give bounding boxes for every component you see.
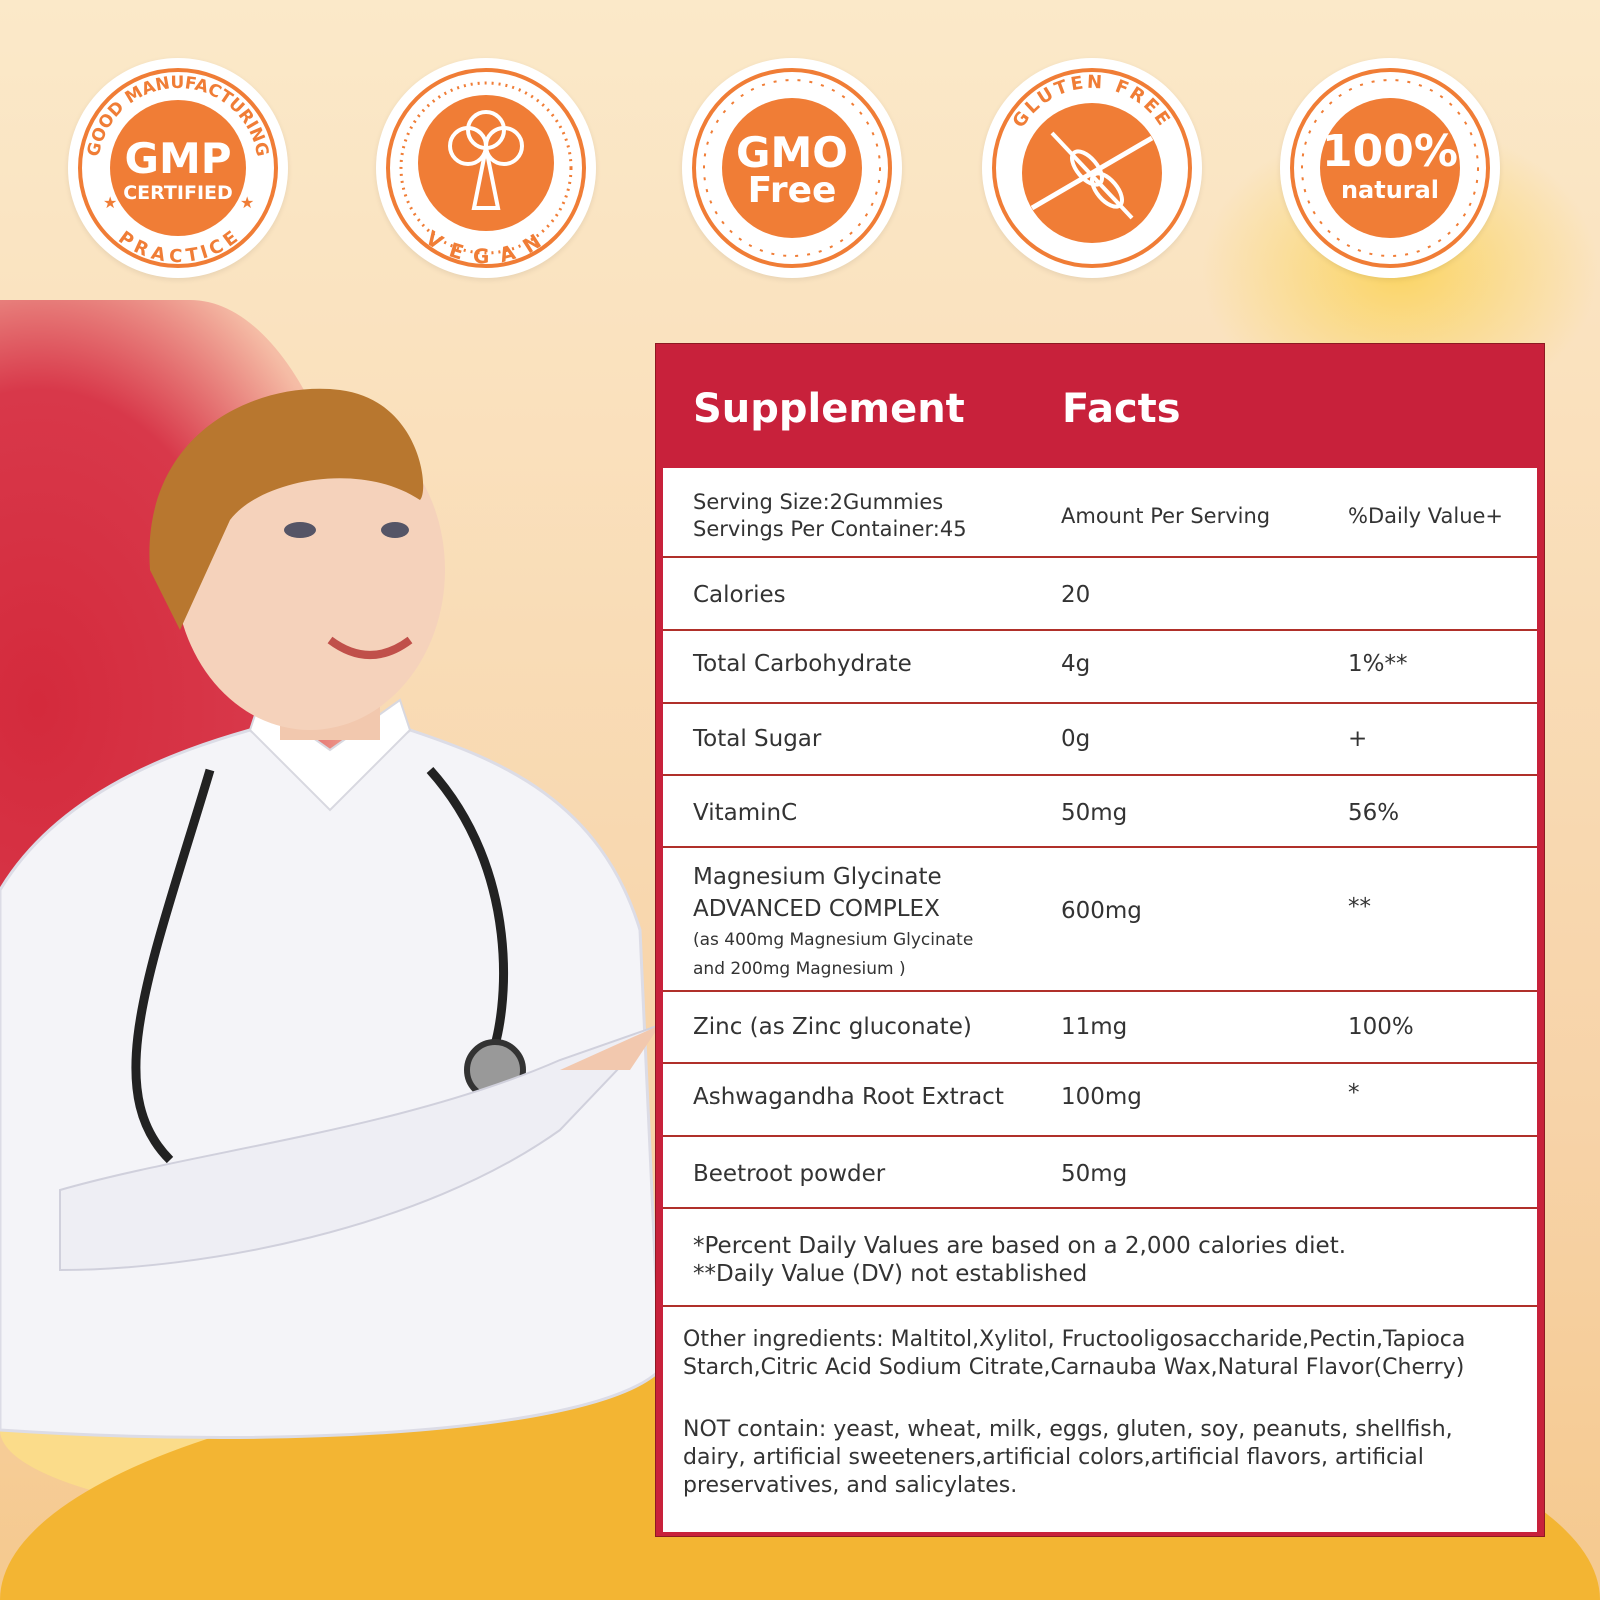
natural-sub: natural xyxy=(1340,176,1440,204)
serving-size: Serving Size:2Gummies xyxy=(693,490,944,514)
gmp-sub: CERTIFIED xyxy=(123,182,233,204)
crossed-wheat-icon xyxy=(1030,131,1154,220)
star-icon: ★ xyxy=(240,193,254,212)
table-row: Total Carbohydrate 4g 1%** xyxy=(663,631,1537,704)
table-row: VitaminC 50mg 56% xyxy=(663,776,1537,848)
broccoli-icon xyxy=(448,110,524,210)
servings-per-container: Servings Per Container:45 xyxy=(693,517,967,541)
facts-table: Serving Size:2Gummies Servings Per Conta… xyxy=(663,468,1537,1532)
row-dv: * xyxy=(1348,1080,1360,1106)
row-detail: and 200mg Magnesium ) xyxy=(693,959,906,979)
footnote-dv: *Percent Daily Values are based on a 2,0… xyxy=(693,1233,1347,1259)
svg-text:VEGAN: VEGAN xyxy=(421,226,550,269)
row-name: Total Carbohydrate xyxy=(693,651,912,677)
star-icon: ★ xyxy=(103,193,117,212)
row-name: Ashwagandha Root Extract xyxy=(693,1084,1004,1110)
natural-main: 100% xyxy=(1322,126,1458,177)
row-dv: + xyxy=(1348,726,1368,752)
row-amount: 0g xyxy=(1061,726,1091,752)
not-contain: NOT contain: yeast, wheat, milk, eggs, g… xyxy=(683,1417,1453,1498)
row-dv: 100% xyxy=(1348,1014,1414,1040)
row-amount: 100mg xyxy=(1061,1084,1142,1110)
amount-header: Amount Per Serving xyxy=(1061,504,1271,528)
serving-header-row: Serving Size:2Gummies Servings Per Conta… xyxy=(663,468,1537,558)
row-name-2: ADVANCED COMPLEX xyxy=(693,896,940,922)
footnote-not-established: **Daily Value (DV) not established xyxy=(693,1261,1088,1287)
facts-title-left: Supplement xyxy=(693,386,965,432)
row-amount: 11mg xyxy=(1061,1014,1128,1040)
gluten-free-badge: GLUTEN FREE xyxy=(982,58,1202,278)
row-dv: ** xyxy=(1348,894,1371,920)
table-row: Beetroot powder 50mg xyxy=(663,1137,1537,1209)
doctor-illustration xyxy=(0,388,662,1439)
table-row: Ashwagandha Root Extract 100mg * xyxy=(663,1064,1537,1137)
footnote-row: *Percent Daily Values are based on a 2,0… xyxy=(663,1209,1537,1307)
table-row: Total Sugar 0g + xyxy=(663,704,1537,776)
row-name: VitaminC xyxy=(693,800,798,826)
row-name: Zinc (as Zinc gluconate) xyxy=(693,1014,972,1040)
row-name: Beetroot powder xyxy=(693,1161,886,1187)
facts-title-right: Facts xyxy=(1062,386,1181,432)
supplement-facts-panel: Supplement Facts Serving Size:2Gummies S… xyxy=(655,343,1545,1537)
vegan-arc: VEGAN xyxy=(421,226,544,269)
table-row: Zinc (as Zinc gluconate) 11mg 100% xyxy=(663,992,1537,1064)
natural-badge: 100% natural xyxy=(1280,58,1500,278)
table-row: Calories 20 xyxy=(663,558,1537,631)
other-ingredients: Other ingredients: Maltitol,Xylitol, Fru… xyxy=(683,1327,1466,1380)
dv-header: %Daily Value+ xyxy=(1348,504,1504,528)
row-amount: 50mg xyxy=(1061,1161,1128,1187)
row-dv: 1%** xyxy=(1348,651,1408,677)
row-name: Calories xyxy=(693,582,786,608)
row-name: Magnesium Glycinate xyxy=(693,864,942,890)
gmo-sub: Free xyxy=(747,170,837,211)
gmp-main: GMP xyxy=(124,134,232,183)
row-dv: 56% xyxy=(1348,800,1400,826)
row-detail: (as 400mg Magnesium Glycinate xyxy=(693,930,974,950)
row-name: Total Sugar xyxy=(693,726,822,752)
row-amount: 20 xyxy=(1061,582,1091,608)
gmp-badge: GOOD MANUFACTURING PRACTICE ★ ★ GMP CERTI… xyxy=(68,58,288,278)
row-amount: 4g xyxy=(1061,651,1091,677)
row-amount: 50mg xyxy=(1061,800,1128,826)
gmo-main: GMO xyxy=(736,128,848,177)
table-row: Magnesium Glycinate ADVANCED COMPLEX (as… xyxy=(663,848,1537,992)
gmo-free-badge: GMO Free xyxy=(682,58,902,278)
row-amount: 600mg xyxy=(1061,898,1142,924)
vegan-badge: VEGAN xyxy=(376,58,596,278)
